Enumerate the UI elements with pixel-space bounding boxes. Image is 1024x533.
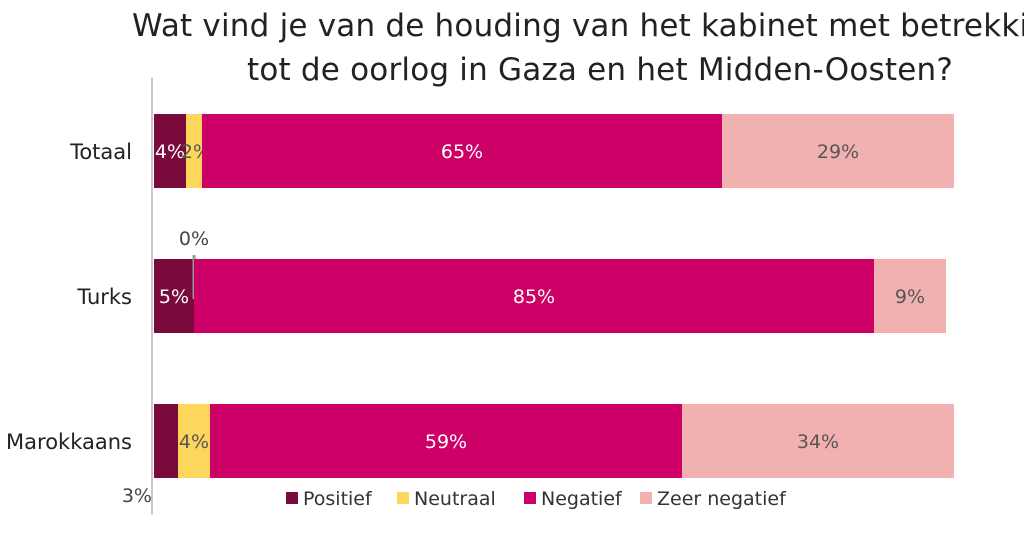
chart-title: Wat vind je van de houding van het kabin… bbox=[100, 4, 1024, 92]
legend-item: Positief bbox=[286, 488, 373, 510]
legend-item: Negatief bbox=[524, 488, 623, 510]
data-label: 5% bbox=[159, 286, 189, 308]
data-label: 34% bbox=[797, 431, 839, 453]
data-label: 29% bbox=[817, 141, 859, 163]
bar-segment bbox=[202, 114, 722, 188]
legend-swatch bbox=[286, 492, 298, 504]
legend-item: Neutraal bbox=[397, 488, 496, 510]
legend: Positief Neutraal Negatief Zeer negatief bbox=[286, 488, 787, 510]
data-label: 65% bbox=[441, 141, 483, 163]
data-label: 85% bbox=[513, 286, 555, 308]
data-label: 3% bbox=[122, 485, 152, 507]
bar-segment bbox=[194, 259, 874, 333]
legend-label: Zeer negatief bbox=[657, 488, 787, 510]
category-label: Turks bbox=[76, 285, 132, 309]
data-label: 4% bbox=[155, 141, 185, 163]
bar-segment bbox=[722, 114, 954, 188]
bar-segment bbox=[210, 404, 682, 478]
category-label: Totaal bbox=[69, 140, 132, 164]
data-label: 0% bbox=[179, 228, 209, 250]
chart-title-line-1: Wat vind je van de houding van het kabin… bbox=[131, 8, 1024, 44]
legend-item: Zeer negatief bbox=[640, 488, 787, 510]
legend-swatch bbox=[640, 492, 652, 504]
bar-segment bbox=[154, 114, 186, 188]
legend-label: Positief bbox=[303, 488, 373, 510]
bar-segment bbox=[154, 259, 194, 333]
legend-label: Neutraal bbox=[414, 488, 496, 510]
bar-segment bbox=[682, 404, 954, 478]
chart-title-line-2: tot de oorlog in Gaza en het Midden-Oost… bbox=[246, 52, 953, 88]
data-label: 4% bbox=[179, 431, 209, 453]
legend-swatch bbox=[397, 492, 409, 504]
bar-segment bbox=[874, 259, 946, 333]
bar-segment bbox=[154, 404, 178, 478]
legend-swatch bbox=[524, 492, 536, 504]
bars-group: Totaal 4%2% 65% 29%Turks 5%0%85% 9%Marokkaans… bbox=[6, 114, 954, 507]
legend-label: Negatief bbox=[541, 488, 623, 510]
category-label: Marokkaans bbox=[6, 430, 132, 454]
bar-segment bbox=[178, 404, 210, 478]
bar-segment bbox=[186, 114, 202, 188]
data-label: 9% bbox=[895, 286, 925, 308]
data-label: 59% bbox=[425, 431, 467, 453]
